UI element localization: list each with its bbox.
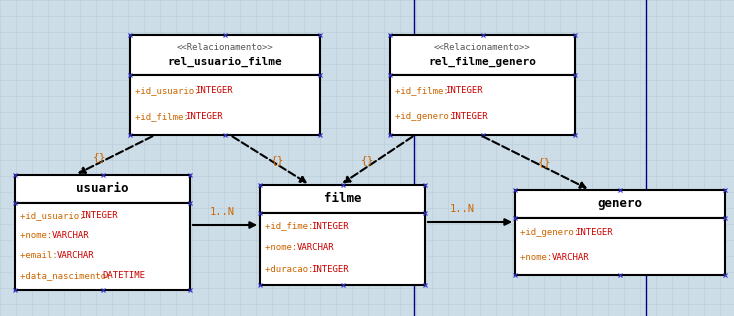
Text: {}: {} [538, 157, 552, 167]
Text: filme: filme [324, 192, 361, 205]
Bar [260, 213, 425, 285]
Text: genero: genero [597, 198, 642, 210]
Text: {}: {} [93, 152, 106, 162]
Text: VARCHAR: VARCHAR [297, 243, 335, 252]
Text: +duracao:: +duracao: [265, 265, 319, 274]
Text: {}: {} [361, 155, 375, 165]
Text: VARCHAR: VARCHAR [57, 251, 95, 260]
Bar [515, 218, 725, 275]
Text: INTEGER: INTEGER [446, 86, 483, 95]
Text: +nome:: +nome: [265, 243, 302, 252]
Bar [130, 75, 320, 135]
Text: rel_usuario_filme: rel_usuario_filme [167, 57, 283, 67]
Text: +id_filme:: +id_filme: [395, 86, 454, 95]
Bar [390, 75, 575, 135]
Text: +id_genero:: +id_genero: [520, 228, 584, 237]
Text: +nome:: +nome: [520, 253, 558, 262]
Text: INTEGER: INTEGER [450, 112, 488, 121]
Text: INTEGER: INTEGER [195, 86, 233, 95]
Text: VARCHAR: VARCHAR [52, 231, 90, 240]
Text: INTEGER: INTEGER [311, 222, 349, 231]
Bar [15, 175, 190, 203]
Text: usuario: usuario [76, 183, 128, 196]
Text: +id_genero:: +id_genero: [395, 112, 459, 121]
Text: {}: {} [272, 155, 285, 165]
Text: VARCHAR: VARCHAR [552, 253, 590, 262]
Text: +id_fime:: +id_fime: [265, 222, 319, 231]
Bar [390, 35, 575, 75]
Text: INTEGER: INTEGER [311, 265, 349, 274]
Text: +id_filme:: +id_filme: [135, 112, 194, 121]
Text: INTEGER: INTEGER [80, 211, 117, 220]
Text: rel_filme_genero: rel_filme_genero [429, 57, 537, 67]
Text: DATETIME: DATETIME [103, 271, 146, 280]
Text: 1..N: 1..N [209, 207, 234, 217]
Bar [260, 185, 425, 213]
Text: +nome:: +nome: [20, 231, 58, 240]
Text: INTEGER: INTEGER [575, 228, 613, 237]
Text: +id_usuario:: +id_usuario: [20, 211, 90, 220]
Text: INTEGER: INTEGER [186, 112, 223, 121]
Text: +id_usuario:: +id_usuario: [135, 86, 205, 95]
Text: <<Relacionamento>>: <<Relacionamento>> [434, 42, 531, 52]
Text: +email:: +email: [20, 251, 63, 260]
Text: <<Relacionamento>>: <<Relacionamento>> [177, 42, 273, 52]
Bar [15, 203, 190, 290]
Text: +data_nascimento:: +data_nascimento: [20, 271, 117, 280]
Text: 1..N: 1..N [449, 204, 474, 214]
Bar [515, 190, 725, 218]
Bar [130, 35, 320, 75]
